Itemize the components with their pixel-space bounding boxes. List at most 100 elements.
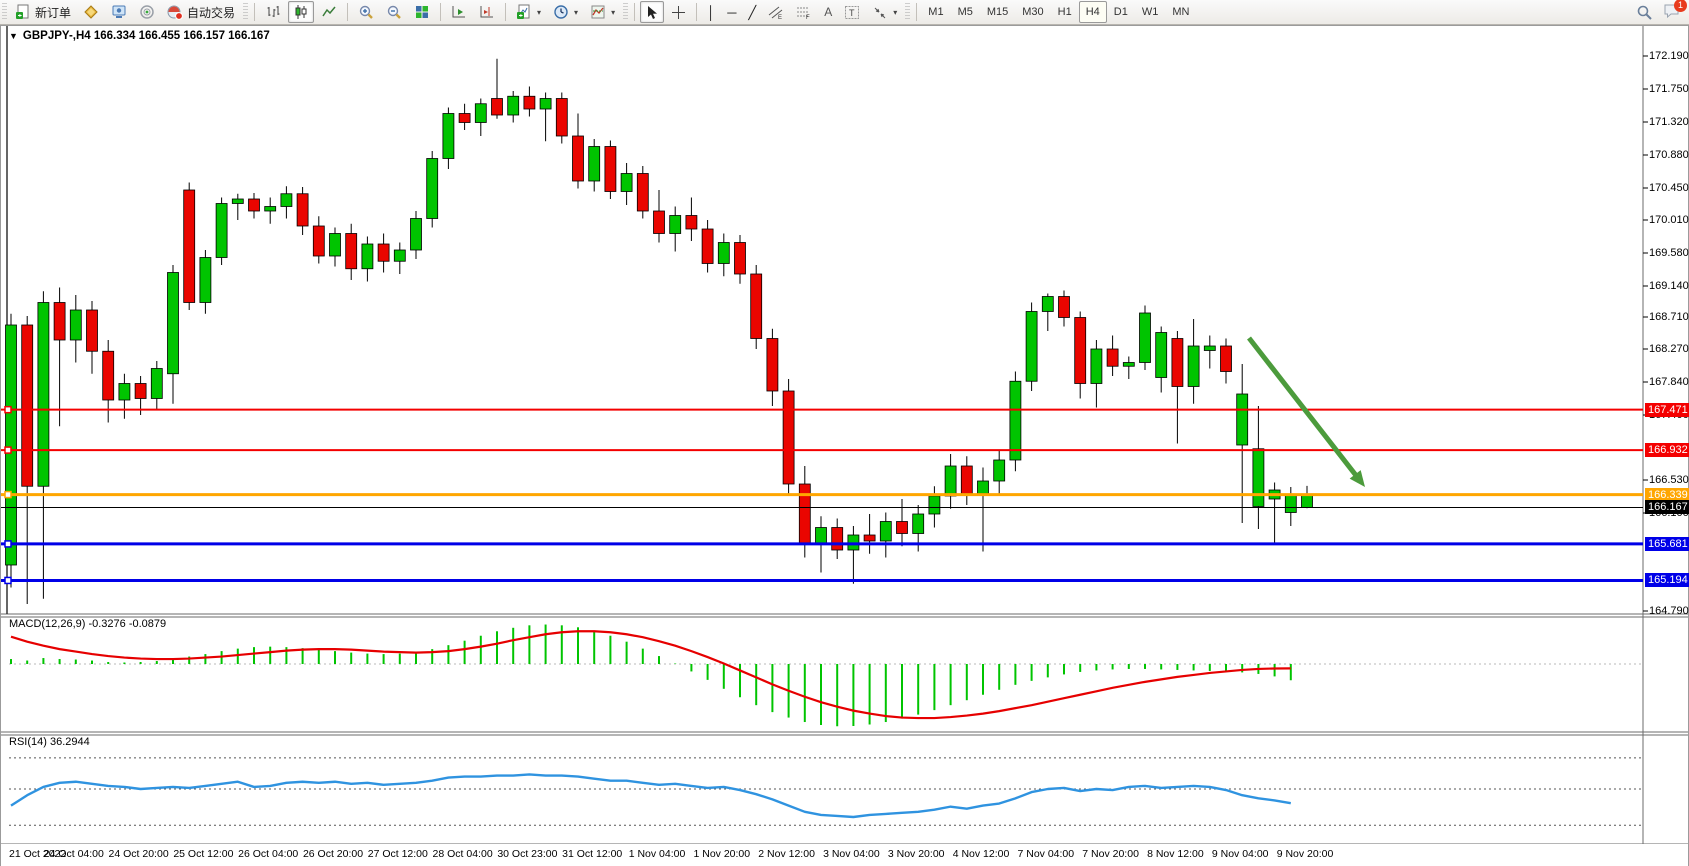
timeframe-H1[interactable]: H1 xyxy=(1057,6,1072,18)
candle xyxy=(685,215,698,230)
line-chart-button[interactable] xyxy=(316,1,342,23)
market-watch-button[interactable] xyxy=(106,1,132,23)
collapse-triangle-icon[interactable]: ▼ xyxy=(9,31,18,41)
trendline-tool-button[interactable]: ╱ xyxy=(743,1,761,23)
auto-scroll-icon xyxy=(452,6,466,18)
timeframe-M15[interactable]: M15 xyxy=(986,6,1009,18)
timeframe-H4[interactable]: H4 xyxy=(1078,1,1107,23)
chart-plot[interactable] xyxy=(1,26,1688,866)
add-indicator-caret-icon: ▾ xyxy=(537,7,542,17)
candle xyxy=(863,534,876,542)
period-button[interactable]: ▾ xyxy=(548,1,583,23)
new-order-label: 新订单 xyxy=(35,5,72,20)
candle xyxy=(1236,393,1249,446)
new-order-button[interactable]: 新订单 xyxy=(10,1,76,23)
timeframe-M1[interactable]: M1 xyxy=(928,6,944,18)
template-button[interactable]: ▾ xyxy=(585,1,620,23)
auto-scroll-button[interactable] xyxy=(446,1,472,23)
crosshair-tool-button[interactable] xyxy=(666,1,691,23)
candle xyxy=(879,521,892,542)
line-anchor-handle[interactable] xyxy=(4,540,12,548)
profiles-button[interactable] xyxy=(78,1,104,23)
candles-group xyxy=(5,58,1313,604)
bar-chart-button[interactable] xyxy=(260,1,286,23)
candle xyxy=(1122,362,1135,367)
candle xyxy=(102,350,115,401)
candle xyxy=(1301,494,1313,508)
text-label-tool-button[interactable]: T xyxy=(839,1,865,23)
cursor-icon xyxy=(648,5,658,19)
macd-signal-line xyxy=(10,630,1291,720)
notifications-button[interactable]: 1 xyxy=(1663,0,1687,22)
price-tick-label: 170.010 xyxy=(1649,214,1689,226)
line-anchor-handle[interactable] xyxy=(4,490,12,499)
toolbar-separator xyxy=(440,3,442,21)
channel-tool-button[interactable]: E xyxy=(763,1,789,23)
timeframe-M5[interactable]: M5 xyxy=(957,6,973,18)
candle xyxy=(1106,348,1119,367)
add-indicator-button[interactable]: ▾ xyxy=(511,1,546,23)
svg-text:F: F xyxy=(806,15,810,20)
fibonacci-tool-button[interactable]: F xyxy=(791,1,817,23)
text-tool-button[interactable]: A xyxy=(819,1,837,23)
zoom-out-button[interactable] xyxy=(381,1,407,23)
candle xyxy=(669,215,682,234)
price-tick-label: 171.750 xyxy=(1649,83,1689,95)
svg-text:T: T xyxy=(849,8,855,18)
line-anchor-handle[interactable] xyxy=(4,405,12,414)
line-anchor-handle[interactable] xyxy=(4,446,12,454)
trend-arrow[interactable] xyxy=(1247,336,1361,480)
profiles-icon xyxy=(84,5,98,19)
time-axis-label: 24 Oct 04:00 xyxy=(43,848,104,860)
candle xyxy=(69,309,82,341)
time-axis-label: 24 Oct 20:00 xyxy=(108,848,169,860)
candle xyxy=(37,302,50,487)
candle xyxy=(312,225,325,257)
chart-shift-button[interactable] xyxy=(474,1,500,23)
candle xyxy=(150,368,163,399)
candle xyxy=(604,146,617,192)
candle xyxy=(717,242,730,264)
line-anchor-handle[interactable] xyxy=(4,576,12,585)
fibonacci-icon: F xyxy=(797,7,810,20)
chart-shift-icon xyxy=(480,6,494,18)
text-label-icon: T xyxy=(845,5,860,19)
bar-chart-icon xyxy=(267,6,280,17)
candle xyxy=(183,189,196,303)
auto-trading-button[interactable]: 自动交易 xyxy=(162,1,240,23)
search-icon[interactable] xyxy=(1636,4,1653,21)
candlestick-chart-button[interactable] xyxy=(288,1,315,23)
candle xyxy=(377,243,390,262)
timeframe-W1[interactable]: W1 xyxy=(1141,6,1159,18)
zoom-in-button[interactable] xyxy=(353,1,379,23)
tile-windows-button[interactable] xyxy=(409,1,435,23)
price-level-label: 165.681 xyxy=(1645,536,1689,551)
timeframe-D1[interactable]: D1 xyxy=(1113,6,1128,18)
arrows-icon xyxy=(874,7,886,18)
candle xyxy=(539,98,552,110)
cursor-tool-button[interactable] xyxy=(640,1,665,23)
price-tick-label: 169.580 xyxy=(1649,247,1689,259)
candle xyxy=(491,98,503,116)
template-caret-icon: ▾ xyxy=(611,7,616,17)
vertical-line-tool-button[interactable]: │ xyxy=(702,1,720,23)
candle xyxy=(361,243,374,270)
signals-button[interactable] xyxy=(134,1,160,23)
chart-window: ▼ GBPJPY-,H4 166.334 166.455 166.157 166.… xyxy=(0,25,1689,866)
time-axis[interactable]: 21 Oct 2022 24 Oct 04:00 24 Oct 20:00 25 Oc… xyxy=(1,844,1688,865)
candle xyxy=(912,513,925,534)
candle xyxy=(977,480,989,495)
candle xyxy=(1203,345,1216,351)
trendline-icon: ╱ xyxy=(748,4,757,20)
time-axis-label: 9 Nov 20:00 xyxy=(1276,848,1334,860)
candle xyxy=(831,527,844,551)
candle xyxy=(588,146,601,182)
vertical-line-icon: │ xyxy=(707,4,716,20)
arrows-tool-button[interactable]: ▾ xyxy=(867,1,902,23)
new-order-icon xyxy=(16,4,29,19)
timeframe-MN[interactable]: MN xyxy=(1172,6,1190,18)
timeframe-M30[interactable]: M30 xyxy=(1022,6,1044,18)
toolbar-separator xyxy=(505,3,507,21)
horizontal-line-tool-button[interactable]: ─ xyxy=(722,1,741,23)
time-axis-label: 27 Oct 12:00 xyxy=(367,848,428,860)
